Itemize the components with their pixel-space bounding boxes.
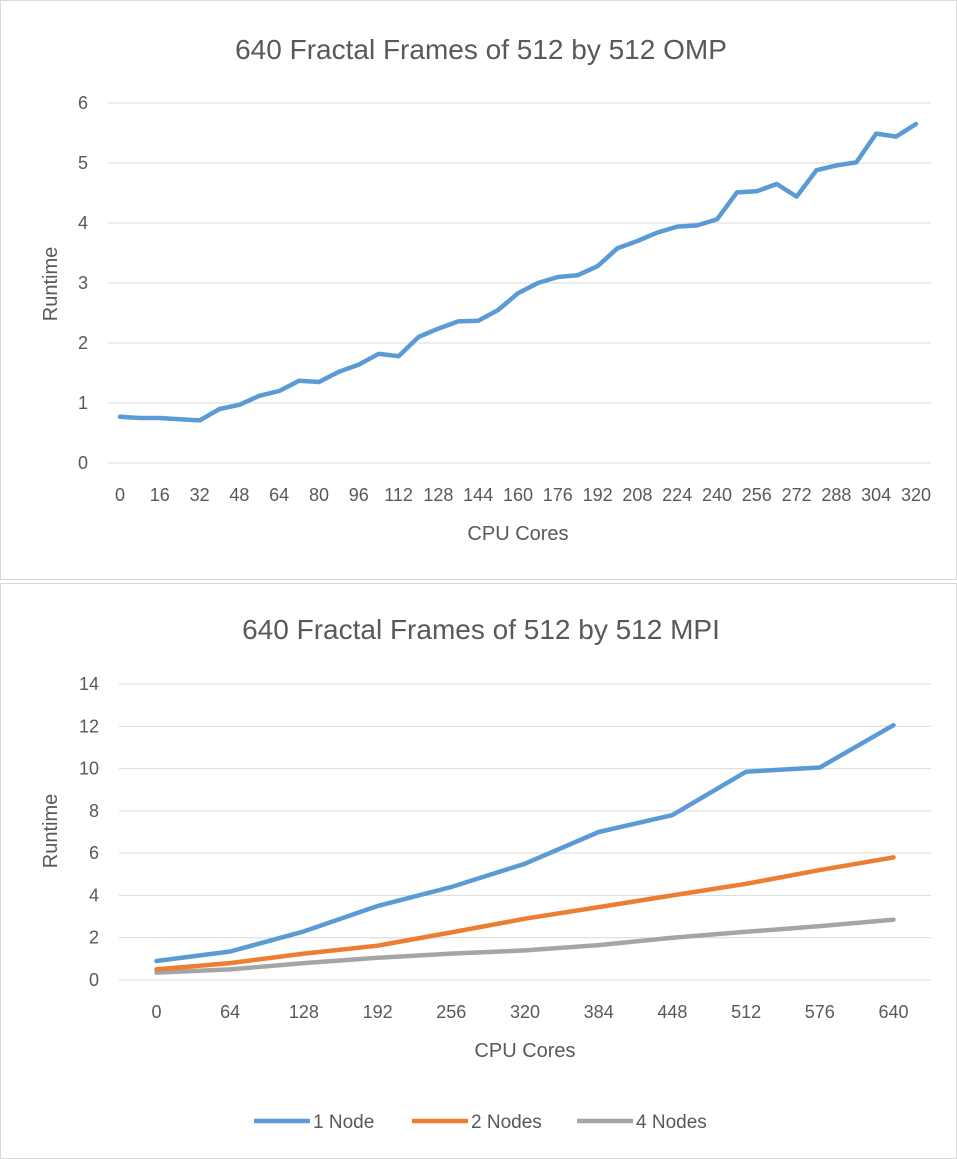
omp-series-line bbox=[117, 121, 919, 423]
omp-x-tick-label: 240 bbox=[702, 485, 732, 505]
omp-x-tick-label: 320 bbox=[901, 485, 931, 505]
omp-x-tick-label: 160 bbox=[503, 485, 533, 505]
mpi-y-tick-label: 4 bbox=[89, 885, 99, 905]
omp-y-axis-title: Runtime bbox=[40, 247, 62, 321]
mpi-series-line-1-node bbox=[154, 722, 896, 964]
mpi-x-tick-label: 0 bbox=[151, 1002, 161, 1022]
omp-y-tick-label: 4 bbox=[78, 213, 88, 233]
mpi-y-tick-label: 14 bbox=[79, 674, 99, 694]
mpi-x-tick-label: 320 bbox=[510, 1002, 540, 1022]
mpi-chart-panel: 640 Fractal Frames of 512 by 512 MPI CPU… bbox=[0, 583, 957, 1159]
mpi-x-axis-title: CPU Cores bbox=[474, 1040, 575, 1062]
omp-x-tick-label: 32 bbox=[190, 485, 210, 505]
mpi-x-tick-label: 64 bbox=[220, 1002, 240, 1022]
omp-x-tick-label: 128 bbox=[423, 485, 453, 505]
omp-chart: 640 Fractal Frames of 512 by 512 OMP CPU… bbox=[40, 34, 931, 545]
mpi-series-line-4-nodes bbox=[154, 917, 896, 975]
omp-plot-area: 0 1 2 3 4 5 6 0 16 32 48 64 80 96 112 128 144 160 176 192 20… bbox=[78, 93, 931, 505]
mpi-x-tick-label: 576 bbox=[805, 1002, 835, 1022]
omp-y-tick-label: 6 bbox=[78, 93, 88, 113]
mpi-x-tick-label: 640 bbox=[878, 1002, 908, 1022]
omp-y-tick-label: 3 bbox=[78, 273, 88, 293]
mpi-plot-area: 0 2 4 6 8 10 12 14 0 64 128 192 256 320 384 448 512 576 64… bbox=[79, 674, 931, 1022]
mpi-x-tick-label: 192 bbox=[363, 1002, 393, 1022]
omp-x-tick-label: 288 bbox=[821, 485, 851, 505]
omp-x-tick-label: 176 bbox=[543, 485, 573, 505]
omp-chart-title: 640 Fractal Frames of 512 by 512 OMP bbox=[235, 34, 727, 65]
mpi-y-tick-label: 10 bbox=[79, 759, 99, 779]
mpi-y-tick-label: 12 bbox=[79, 716, 99, 736]
omp-x-tick-label: 256 bbox=[742, 485, 772, 505]
omp-x-tick-label: 96 bbox=[349, 485, 369, 505]
omp-x-tick-label: 0 bbox=[115, 485, 125, 505]
omp-x-tick-label: 64 bbox=[269, 485, 289, 505]
mpi-y-tick-label: 6 bbox=[89, 843, 99, 863]
omp-x-tick-label: 304 bbox=[861, 485, 891, 505]
mpi-x-tick-label: 256 bbox=[436, 1002, 466, 1022]
omp-x-tick-label: 224 bbox=[662, 485, 692, 505]
mpi-chart: 640 Fractal Frames of 512 by 512 MPI CPU… bbox=[40, 614, 931, 1133]
mpi-y-tick-label: 0 bbox=[89, 970, 99, 990]
mpi-x-tick-label: 128 bbox=[289, 1002, 319, 1022]
mpi-y-axis-title: Runtime bbox=[40, 794, 62, 868]
omp-x-tick-label: 80 bbox=[309, 485, 329, 505]
omp-x-tick-label: 48 bbox=[229, 485, 249, 505]
legend-label: 1 Node bbox=[313, 1112, 374, 1133]
omp-y-tick-label: 5 bbox=[78, 153, 88, 173]
mpi-chart-title: 640 Fractal Frames of 512 by 512 MPI bbox=[242, 614, 720, 645]
omp-x-tick-label: 16 bbox=[150, 485, 170, 505]
omp-x-tick-label: 112 bbox=[384, 485, 413, 505]
legend-label: 4 Nodes bbox=[636, 1112, 707, 1133]
mpi-x-tick-label: 512 bbox=[731, 1002, 761, 1022]
omp-y-tick-label: 2 bbox=[78, 333, 88, 353]
mpi-x-tick-label: 384 bbox=[584, 1002, 614, 1022]
mpi-y-tick-label: 8 bbox=[89, 801, 99, 821]
omp-x-tick-label: 272 bbox=[782, 485, 812, 505]
omp-y-tick-label: 1 bbox=[78, 393, 88, 413]
omp-x-tick-label: 208 bbox=[622, 485, 652, 505]
omp-y-tick-label: 0 bbox=[78, 453, 88, 473]
legend-label: 2 Nodes bbox=[471, 1112, 542, 1133]
omp-x-tick-label: 144 bbox=[463, 485, 493, 505]
omp-x-tick-label: 192 bbox=[583, 485, 613, 505]
mpi-legend: 1 Node 2 Nodes 4 Nodes bbox=[254, 1112, 707, 1133]
mpi-y-tick-label: 2 bbox=[89, 928, 99, 948]
mpi-x-tick-label: 448 bbox=[657, 1002, 687, 1022]
omp-x-axis-title: CPU Cores bbox=[467, 523, 568, 545]
omp-chart-panel: 640 Fractal Frames of 512 by 512 OMP CPU… bbox=[0, 0, 957, 580]
